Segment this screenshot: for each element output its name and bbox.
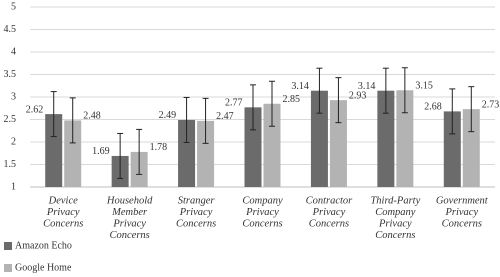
legend-swatch bbox=[4, 264, 12, 272]
legend-swatch bbox=[4, 242, 12, 250]
value-label: 1.69 bbox=[92, 146, 110, 157]
bar bbox=[329, 100, 347, 187]
value-label: 3.14 bbox=[358, 81, 376, 92]
value-label: 2.68 bbox=[424, 102, 442, 113]
x-tick-label: Concerns bbox=[309, 218, 349, 229]
bar bbox=[310, 90, 328, 187]
value-label: 2.73 bbox=[482, 99, 500, 110]
bar bbox=[45, 114, 63, 187]
x-tick-label: Privacy bbox=[46, 207, 80, 218]
x-tick-label: Concerns bbox=[442, 218, 482, 229]
bar bbox=[396, 90, 414, 187]
y-tick-label: 3 bbox=[11, 91, 16, 102]
bar bbox=[462, 109, 480, 187]
x-tick-label: Stranger bbox=[178, 195, 216, 206]
y-tick-label: 2 bbox=[11, 136, 16, 147]
value-label: 2.93 bbox=[349, 90, 367, 101]
bar bbox=[263, 103, 281, 187]
value-label: 2.49 bbox=[159, 110, 177, 121]
value-label: 2.77 bbox=[225, 98, 243, 109]
x-tick-label: Company bbox=[242, 195, 283, 206]
x-tick-label: Company bbox=[375, 207, 416, 218]
value-label: 3.14 bbox=[291, 81, 309, 92]
x-tick-label: Concerns bbox=[375, 230, 415, 241]
x-tick-label: Concerns bbox=[110, 230, 150, 241]
bar bbox=[377, 90, 395, 187]
x-tick-label: Concerns bbox=[242, 218, 282, 229]
x-tick-label: Concerns bbox=[176, 218, 216, 229]
x-tick-label: Privacy bbox=[444, 207, 478, 218]
y-tick-label: 3.5 bbox=[4, 69, 17, 80]
bar bbox=[178, 119, 196, 187]
bar bbox=[443, 111, 461, 187]
x-tick-label: Contractor bbox=[306, 195, 354, 206]
y-tick-label: 2.5 bbox=[4, 114, 17, 125]
y-tick-label: 1.5 bbox=[4, 159, 17, 170]
x-tick-label: Privacy bbox=[378, 218, 412, 229]
x-tick-label: Concerns bbox=[43, 218, 83, 229]
x-tick-label: Government bbox=[436, 195, 489, 206]
legend-label: Google Home bbox=[15, 262, 72, 273]
bar bbox=[197, 120, 215, 187]
bar bbox=[64, 120, 82, 187]
x-tick-label: Member bbox=[111, 207, 148, 218]
y-tick-label: 5 bbox=[11, 1, 16, 12]
value-label: 2.62 bbox=[26, 104, 44, 115]
x-tick-label: Household bbox=[106, 195, 153, 206]
bar bbox=[244, 107, 262, 187]
x-tick-label: Privacy bbox=[179, 207, 213, 218]
x-tick-label: Privacy bbox=[312, 207, 346, 218]
x-tick-label: Device bbox=[48, 195, 78, 206]
value-label: 1.78 bbox=[150, 142, 168, 153]
x-tick-label: Third-Party bbox=[370, 195, 420, 206]
y-tick-label: 1 bbox=[11, 181, 16, 192]
x-tick-label: Privacy bbox=[245, 207, 279, 218]
value-label: 2.48 bbox=[83, 111, 101, 122]
y-tick-label: 4.5 bbox=[4, 24, 17, 35]
value-label: 3.15 bbox=[415, 81, 433, 92]
x-tick-label: Privacy bbox=[112, 218, 146, 229]
value-label: 2.47 bbox=[216, 111, 234, 122]
y-tick-label: 4 bbox=[11, 46, 16, 57]
value-label: 2.85 bbox=[283, 94, 301, 105]
legend-label: Amazon Echo bbox=[15, 240, 72, 251]
